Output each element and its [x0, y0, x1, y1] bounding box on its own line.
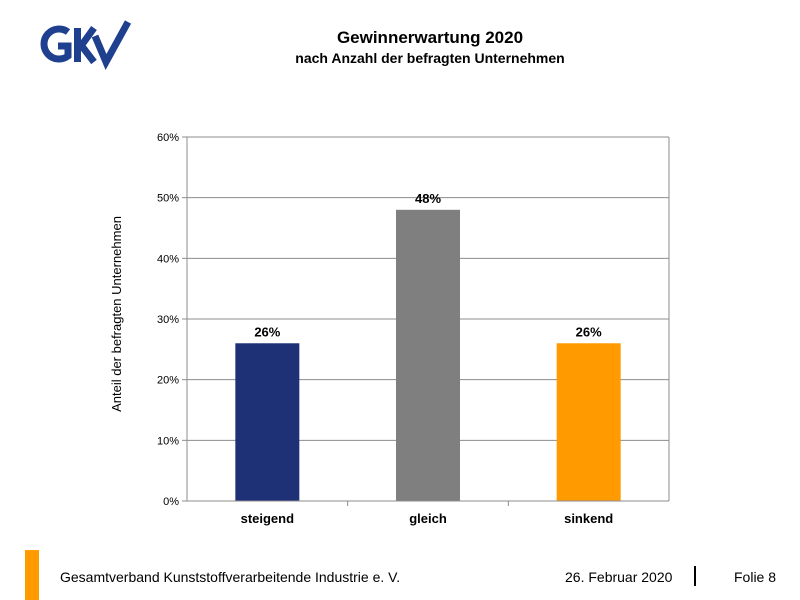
footer-organization: Gesamtverband Kunststoffverarbeitende In…: [60, 569, 401, 585]
gkv-logo-mark: [40, 20, 132, 71]
y-tick-label: 30%: [157, 314, 179, 326]
data-label: 48%: [415, 191, 441, 206]
x-tick-label: steigend: [241, 511, 295, 526]
footer-page-number: Folie 8: [734, 569, 777, 585]
y-tick-label: 60%: [157, 132, 179, 144]
footer-accent-bar: [25, 550, 39, 600]
bar-sinkend: [556, 343, 621, 501]
chart-title: Gewinnerwartung 2020: [336, 28, 524, 47]
y-tick-label: 0%: [163, 496, 179, 508]
data-label: 26%: [254, 324, 280, 339]
bar-steigend: [235, 343, 300, 501]
y-tick-label: 40%: [157, 253, 179, 265]
x-tick-label: sinkend: [564, 511, 613, 526]
bar-gleich: [396, 209, 460, 502]
y-axis-label: Anteil der befragten Unternehmen: [109, 216, 124, 412]
y-tick-label: 50%: [157, 193, 179, 205]
footer-separator: [694, 566, 696, 586]
gkv-logo: [34, 18, 134, 71]
data-label: 26%: [576, 324, 602, 339]
footer-date: 26. Februar 2020: [565, 569, 673, 585]
x-tick-label: gleich: [409, 511, 447, 526]
y-tick-label: 20%: [157, 375, 179, 387]
chart-subtitle: nach Anzahl der befragten Unternehmen: [295, 50, 565, 66]
y-tick-label: 10%: [157, 435, 179, 447]
